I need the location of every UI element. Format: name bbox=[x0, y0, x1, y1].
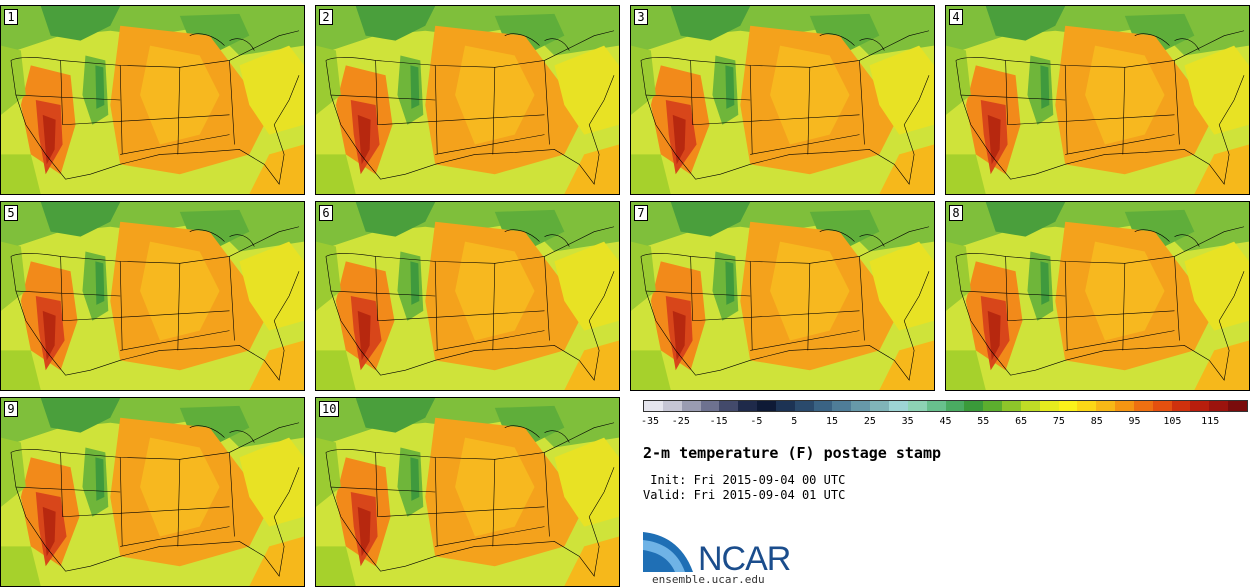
colorbar-tick-label: 95 bbox=[1128, 416, 1141, 427]
chart-title: 2-m temperature (F) postage stamp bbox=[643, 444, 942, 462]
member-map-panel: 10 bbox=[315, 397, 620, 587]
colorbar-tick-label: 85 bbox=[1090, 416, 1103, 427]
colorbar-tick-label: -15 bbox=[709, 416, 728, 427]
member-label: 7 bbox=[634, 205, 648, 221]
member-map-panel: 7 bbox=[630, 201, 935, 391]
colorbar-tick-label: -5 bbox=[750, 416, 763, 427]
colorbar-swatch bbox=[700, 401, 720, 411]
colorbar-swatch bbox=[1171, 401, 1191, 411]
colorbar-swatch bbox=[851, 401, 871, 411]
member-map-panel: 8 bbox=[945, 201, 1250, 391]
colorbar-tick-label: -25 bbox=[671, 416, 690, 427]
temperature-colorbar bbox=[643, 400, 1248, 412]
member-label: 9 bbox=[4, 401, 18, 417]
colorbar-swatch bbox=[1115, 401, 1134, 411]
member-map-panel: 5 bbox=[0, 201, 305, 391]
colorbar-swatch bbox=[681, 401, 701, 411]
colorbar-swatch bbox=[719, 401, 739, 411]
colorbar-tick-label: 115 bbox=[1201, 416, 1220, 427]
colorbar-tick-label: 55 bbox=[977, 416, 990, 427]
member-label: 1 bbox=[4, 9, 18, 25]
member-label: 10 bbox=[319, 401, 340, 417]
colorbar-tick-label: 105 bbox=[1163, 416, 1182, 427]
ensemble-url: ensemble.ucar.edu bbox=[652, 573, 765, 586]
colorbar-swatch bbox=[1096, 401, 1116, 411]
member-label: 3 bbox=[634, 9, 648, 25]
colorbar-tick-label: 65 bbox=[1015, 416, 1028, 427]
colorbar-swatch bbox=[1228, 401, 1247, 411]
colorbar-swatch bbox=[870, 401, 889, 411]
member-map-panel: 4 bbox=[945, 5, 1250, 195]
ncar-logo-icon bbox=[643, 532, 693, 572]
colorbar-swatch bbox=[1190, 401, 1210, 411]
member-map-panel: 3 bbox=[630, 5, 935, 195]
valid-time: Valid: Fri 2015-09-04 01 UTC bbox=[643, 488, 846, 502]
colorbar-swatch bbox=[1133, 401, 1153, 411]
colorbar-tick-label: 5 bbox=[791, 416, 798, 427]
member-label: 4 bbox=[949, 9, 963, 25]
colorbar-swatch bbox=[1002, 401, 1021, 411]
colorbar-swatch bbox=[775, 401, 795, 411]
colorbar-swatch bbox=[1209, 401, 1229, 411]
colorbar-tick-label: 35 bbox=[901, 416, 914, 427]
ncar-logo-text: NCAR bbox=[698, 540, 791, 578]
colorbar-swatch bbox=[832, 401, 852, 411]
member-label: 6 bbox=[319, 205, 333, 221]
member-map-panel: 1 bbox=[0, 5, 305, 195]
colorbar-ticks: -35 -25 -15 -5 5 15 25 35 45 55 65 75 85 95 105 115 bbox=[641, 416, 1248, 430]
colorbar-tick-label: 25 bbox=[863, 416, 876, 427]
colorbar-swatch bbox=[644, 401, 663, 411]
colorbar-swatch bbox=[794, 401, 814, 411]
colorbar-tick-label: 15 bbox=[826, 416, 839, 427]
colorbar-tick-label: 75 bbox=[1052, 416, 1065, 427]
colorbar-tick-label: -35 bbox=[641, 416, 660, 427]
member-label: 2 bbox=[319, 9, 333, 25]
colorbar-swatch bbox=[907, 401, 927, 411]
colorbar-swatch bbox=[926, 401, 946, 411]
colorbar-swatch bbox=[738, 401, 758, 411]
colorbar-swatch bbox=[1039, 401, 1059, 411]
member-label: 5 bbox=[4, 205, 18, 221]
colorbar-swatch bbox=[964, 401, 984, 411]
member-map-panel: 2 bbox=[315, 5, 620, 195]
member-map-panel: 9 bbox=[0, 397, 305, 587]
colorbar-swatch bbox=[1077, 401, 1097, 411]
colorbar-swatch bbox=[813, 401, 833, 411]
colorbar-tick-label: 45 bbox=[939, 416, 952, 427]
colorbar-swatch bbox=[983, 401, 1003, 411]
colorbar-swatch bbox=[888, 401, 908, 411]
colorbar-swatch bbox=[1020, 401, 1040, 411]
colorbar-swatch bbox=[757, 401, 776, 411]
colorbar-swatch bbox=[662, 401, 682, 411]
colorbar-swatch bbox=[945, 401, 965, 411]
colorbar-swatch bbox=[1058, 401, 1078, 411]
member-label: 8 bbox=[949, 205, 963, 221]
member-map-panel: 6 bbox=[315, 201, 620, 391]
colorbar-swatch bbox=[1152, 401, 1172, 411]
init-time: Init: Fri 2015-09-04 00 UTC bbox=[643, 473, 846, 487]
